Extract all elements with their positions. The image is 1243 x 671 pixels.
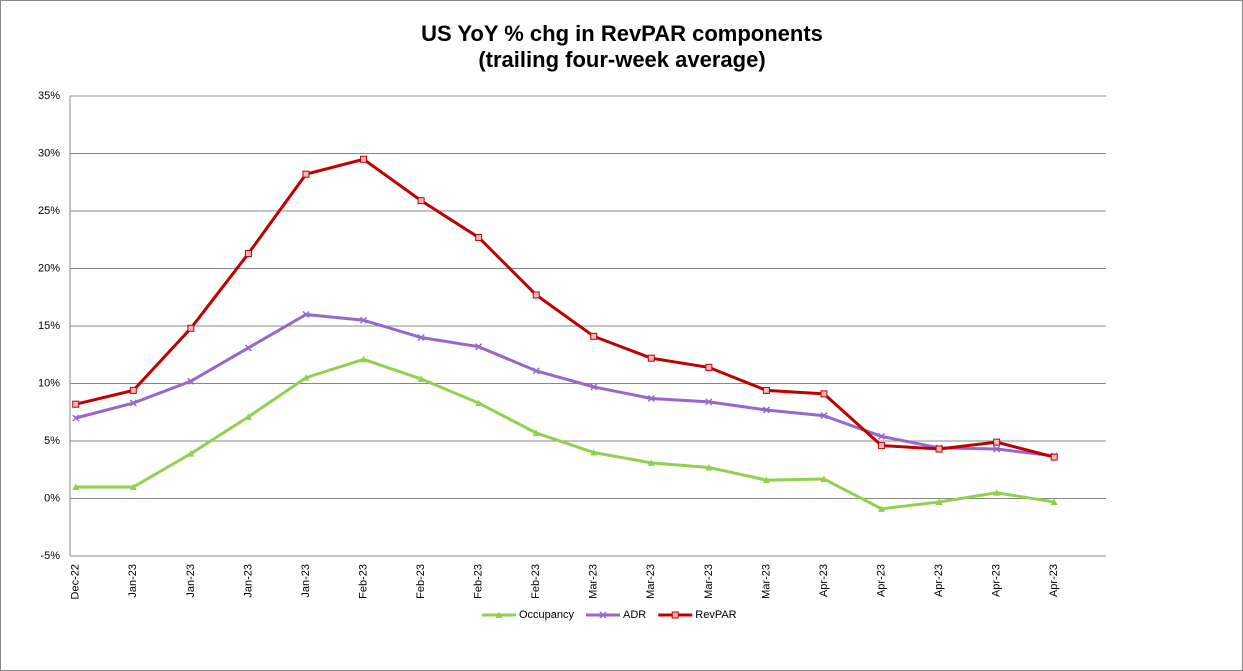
marker: [993, 438, 1001, 446]
marker: [993, 445, 1001, 453]
x-tick-label: Feb-23: [415, 564, 427, 599]
x-tick-label: Jan-23: [185, 564, 197, 598]
marker: [878, 432, 886, 440]
legend-label: ADR: [623, 609, 646, 621]
y-tick-label: 10%: [38, 377, 60, 389]
x-tick-label: Mar-23: [760, 564, 772, 599]
chart-subtitle: (trailing four-week average): [478, 47, 765, 72]
marker: [935, 498, 943, 505]
x-tick-label: Apr-23: [818, 564, 830, 597]
marker: [590, 449, 598, 456]
marker: [762, 386, 770, 394]
marker: [705, 463, 713, 471]
x-tick-label: Jan-23: [127, 564, 139, 598]
x-tick-label: Feb-23: [473, 564, 485, 599]
marker: [1050, 453, 1058, 461]
marker: [647, 394, 655, 402]
marker: [935, 445, 943, 453]
marker: [302, 374, 310, 381]
marker: [820, 475, 828, 482]
x-tick-label: Feb-23: [357, 564, 369, 599]
marker: [302, 310, 310, 319]
marker: [532, 291, 540, 299]
marker: [762, 406, 770, 414]
marker: [244, 344, 252, 352]
marker: [820, 390, 828, 398]
marker: [244, 250, 252, 258]
marker: [475, 233, 483, 241]
legend-label: RevPAR: [695, 609, 736, 621]
x-tick-label: Apr-23: [1048, 564, 1060, 597]
marker: [820, 412, 828, 420]
series-line: [75, 157, 1055, 459]
marker: [993, 489, 1001, 496]
marker: [72, 414, 80, 422]
marker: [360, 316, 368, 324]
marker: [187, 324, 195, 332]
marker: [878, 505, 886, 512]
marker: [599, 611, 607, 619]
marker: [762, 476, 770, 484]
chart-title: US YoY % chg in RevPAR components: [421, 21, 823, 46]
series-line: [75, 357, 1055, 511]
marker: [475, 343, 483, 351]
x-tick-label: Jan-23: [300, 564, 312, 598]
y-tick-label: 20%: [38, 262, 60, 274]
marker: [360, 155, 368, 163]
marker: [187, 377, 195, 385]
marker: [532, 367, 540, 375]
marker: [417, 333, 425, 342]
y-tick-label: 0%: [44, 492, 60, 504]
x-tick-label: Mar-23: [703, 564, 715, 599]
y-tick-label: 30%: [38, 147, 60, 159]
x-tick-label: Apr-23: [933, 564, 945, 597]
y-tick-label: 5%: [44, 435, 60, 447]
marker: [647, 459, 655, 466]
x-tick-label: Apr-23: [875, 564, 887, 597]
marker: [72, 483, 80, 490]
y-tick-label: 15%: [38, 320, 60, 332]
x-tick-label: Jan-23: [242, 564, 254, 598]
marker: [129, 399, 137, 407]
marker: [1050, 498, 1058, 505]
marker: [302, 170, 310, 178]
marker: [532, 429, 540, 436]
marker: [360, 355, 368, 363]
y-tick-label: 25%: [38, 205, 60, 217]
marker: [705, 398, 713, 406]
marker: [475, 399, 483, 407]
x-tick-label: Mar-23: [645, 564, 657, 599]
x-tick-label: Mar-23: [588, 564, 600, 599]
x-tick-label: Dec-22: [70, 564, 82, 599]
legend-label: Occupancy: [519, 609, 575, 621]
marker: [417, 197, 425, 205]
x-tick-label: Apr-23: [991, 564, 1003, 597]
y-tick-label: -5%: [40, 550, 60, 562]
marker: [244, 413, 252, 420]
marker: [495, 611, 503, 618]
marker: [590, 332, 598, 340]
marker: [129, 386, 137, 394]
marker: [647, 354, 655, 362]
marker: [705, 363, 713, 371]
marker: [187, 450, 195, 457]
marker: [129, 483, 137, 490]
y-tick-label: 35%: [38, 90, 60, 102]
marker: [878, 442, 886, 450]
series-line: [75, 312, 1055, 458]
marker: [590, 383, 598, 391]
marker: [72, 400, 80, 408]
marker: [417, 375, 425, 382]
marker: [671, 611, 679, 619]
x-tick-label: Feb-23: [530, 564, 542, 599]
